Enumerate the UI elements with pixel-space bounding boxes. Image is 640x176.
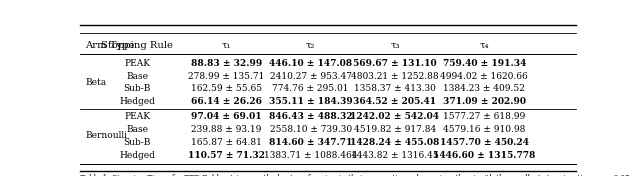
- Text: Hedged: Hedged: [119, 97, 155, 106]
- Text: 364.52 ± 205.41: 364.52 ± 205.41: [353, 97, 436, 106]
- Text: 774.76 ± 295.01: 774.76 ± 295.01: [273, 84, 349, 93]
- Text: 1446.60 ± 1315.778: 1446.60 ± 1315.778: [433, 151, 536, 160]
- Text: Stopping Rule: Stopping Rule: [101, 41, 173, 50]
- Text: Arm Type: Arm Type: [85, 41, 134, 50]
- Text: τ₃: τ₃: [390, 41, 400, 50]
- Text: 814.60 ± 347.71: 814.60 ± 347.71: [269, 138, 353, 147]
- Text: 4994.02 ± 1620.66: 4994.02 ± 1620.66: [440, 71, 528, 80]
- Text: 1383.71 ± 1088.464: 1383.71 ± 1088.464: [264, 151, 357, 160]
- Text: PEAK: PEAK: [124, 112, 150, 121]
- Text: 371.09 ± 202.90: 371.09 ± 202.90: [443, 97, 525, 106]
- Text: 1457.70 ± 450.24: 1457.70 ± 450.24: [440, 138, 529, 147]
- Text: Base: Base: [126, 71, 148, 80]
- Text: τ₄: τ₄: [479, 41, 489, 50]
- Text: 97.04 ± 69.01: 97.04 ± 69.01: [191, 112, 262, 121]
- Text: 446.10 ± 147.08: 446.10 ± 147.08: [269, 59, 352, 68]
- Text: 278.99 ± 135.71: 278.99 ± 135.71: [188, 71, 264, 80]
- Text: PEAK: PEAK: [124, 59, 150, 68]
- Text: Sub-B: Sub-B: [124, 84, 151, 93]
- Text: 88.83 ± 32.99: 88.83 ± 32.99: [191, 59, 262, 68]
- Text: Beta: Beta: [85, 78, 106, 87]
- Text: 355.11 ± 184.39: 355.11 ± 184.39: [269, 97, 353, 106]
- Text: 110.57 ± 71.32: 110.57 ± 71.32: [188, 151, 265, 160]
- Text: Sub-B: Sub-B: [124, 138, 151, 147]
- Text: 2410.27 ± 953.47: 2410.27 ± 953.47: [269, 71, 351, 80]
- Text: Table 1: Stopping Times for TTP. Bold entries are the best performing in their r: Table 1: Stopping Times for TTP. Bold en…: [80, 174, 636, 176]
- Text: 4803.21 ± 1252.88: 4803.21 ± 1252.88: [351, 71, 439, 80]
- Text: 1358.37 ± 413.30: 1358.37 ± 413.30: [354, 84, 436, 93]
- Text: 66.14 ± 26.26: 66.14 ± 26.26: [191, 97, 262, 106]
- Text: τ₂: τ₂: [306, 41, 316, 50]
- Text: 2558.10 ± 739.30: 2558.10 ± 739.30: [269, 125, 352, 134]
- Text: 162.59 ± 55.65: 162.59 ± 55.65: [191, 84, 262, 93]
- Text: 1577.27 ± 618.99: 1577.27 ± 618.99: [443, 112, 525, 121]
- Text: 165.87 ± 64.81: 165.87 ± 64.81: [191, 138, 262, 147]
- Text: Bernoulli: Bernoulli: [85, 131, 127, 140]
- Text: Base: Base: [126, 125, 148, 134]
- Text: 4519.82 ± 917.84: 4519.82 ± 917.84: [354, 125, 436, 134]
- Text: 1443.82 ± 1316.45: 1443.82 ± 1316.45: [351, 151, 439, 160]
- Text: 1384.23 ± 409.52: 1384.23 ± 409.52: [444, 84, 525, 93]
- Text: Hedged: Hedged: [119, 151, 155, 160]
- Text: 4579.16 ± 910.98: 4579.16 ± 910.98: [443, 125, 525, 134]
- Text: 759.40 ± 191.34: 759.40 ± 191.34: [442, 59, 526, 68]
- Text: 239.88 ± 93.19: 239.88 ± 93.19: [191, 125, 262, 134]
- Text: 846.43 ± 488.32: 846.43 ± 488.32: [269, 112, 353, 121]
- Text: 1428.24 ± 455.08: 1428.24 ± 455.08: [350, 138, 440, 147]
- Text: 569.67 ± 131.10: 569.67 ± 131.10: [353, 59, 436, 68]
- Text: 1242.02 ± 542.04: 1242.02 ± 542.04: [351, 112, 440, 121]
- Text: τ₁: τ₁: [221, 41, 231, 50]
